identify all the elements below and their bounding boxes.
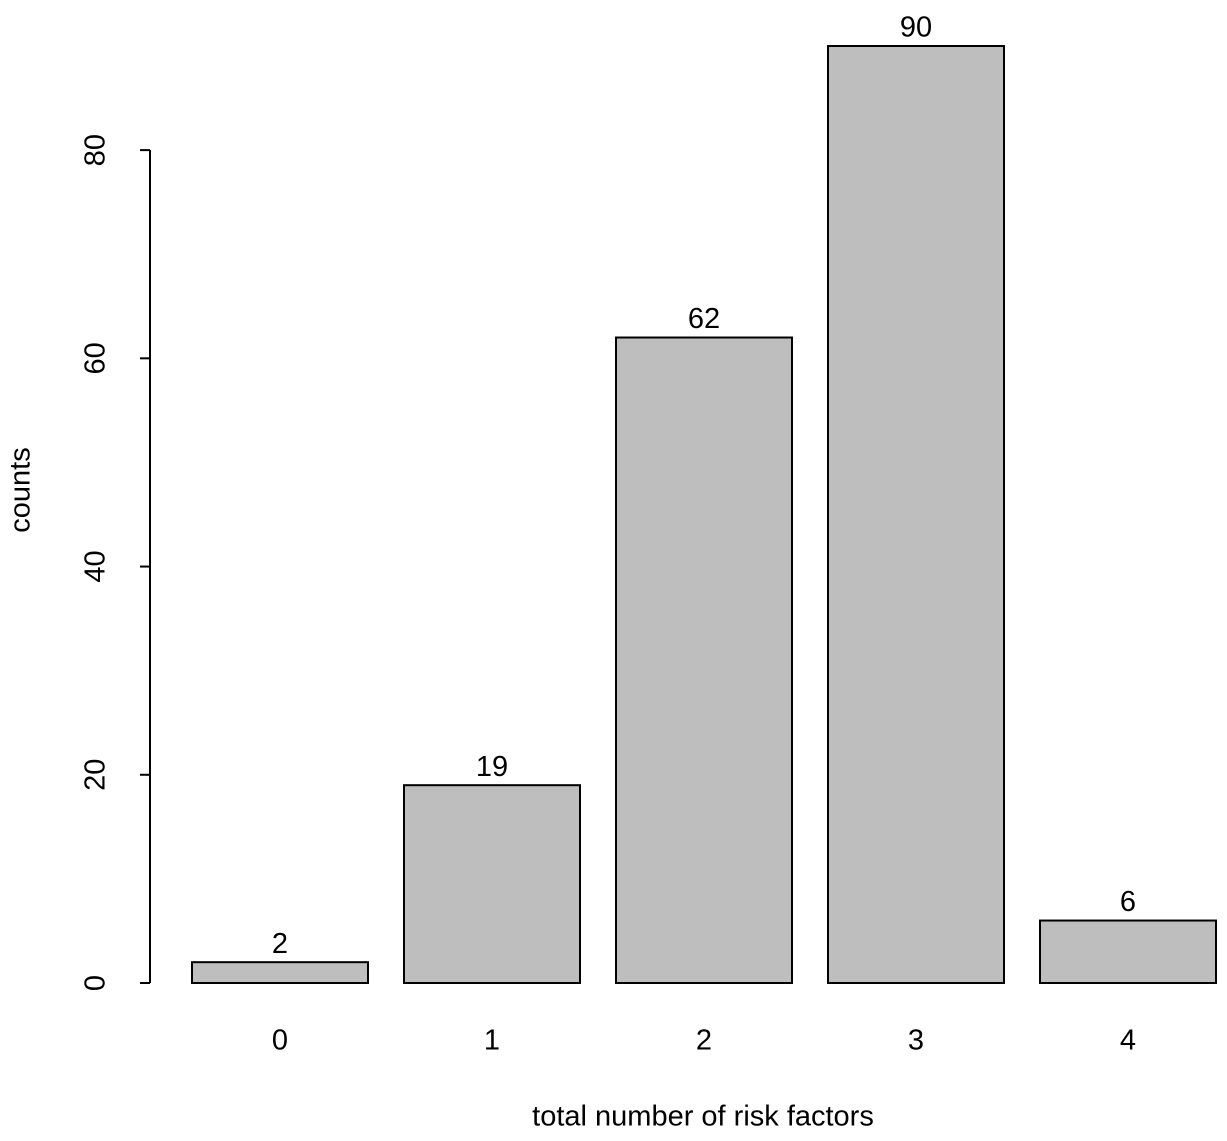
bar bbox=[191, 961, 369, 985]
x-tick-label: 0 bbox=[272, 1025, 288, 1057]
y-tick-label: 60 bbox=[80, 342, 112, 374]
y-tick-label: 0 bbox=[80, 975, 112, 991]
y-tick-label: 20 bbox=[80, 759, 112, 791]
y-axis-title: counts bbox=[5, 447, 37, 532]
x-tick-label: 2 bbox=[696, 1025, 712, 1057]
value-label: 6 bbox=[1120, 886, 1136, 918]
x-tick-label: 3 bbox=[908, 1025, 924, 1057]
y-tick-label: 80 bbox=[80, 134, 112, 166]
value-label: 90 bbox=[900, 12, 932, 44]
bar bbox=[403, 784, 581, 985]
x-tick-label: 4 bbox=[1120, 1025, 1136, 1057]
bar bbox=[827, 45, 1005, 984]
x-axis-title: total number of risk factors bbox=[532, 1101, 874, 1133]
value-label: 2 bbox=[272, 928, 288, 960]
value-label: 62 bbox=[688, 303, 720, 335]
bar bbox=[1039, 919, 1217, 984]
x-tick-label: 1 bbox=[484, 1025, 500, 1057]
y-tick-label: 40 bbox=[80, 550, 112, 582]
bar bbox=[615, 336, 793, 984]
value-label: 19 bbox=[476, 751, 508, 783]
